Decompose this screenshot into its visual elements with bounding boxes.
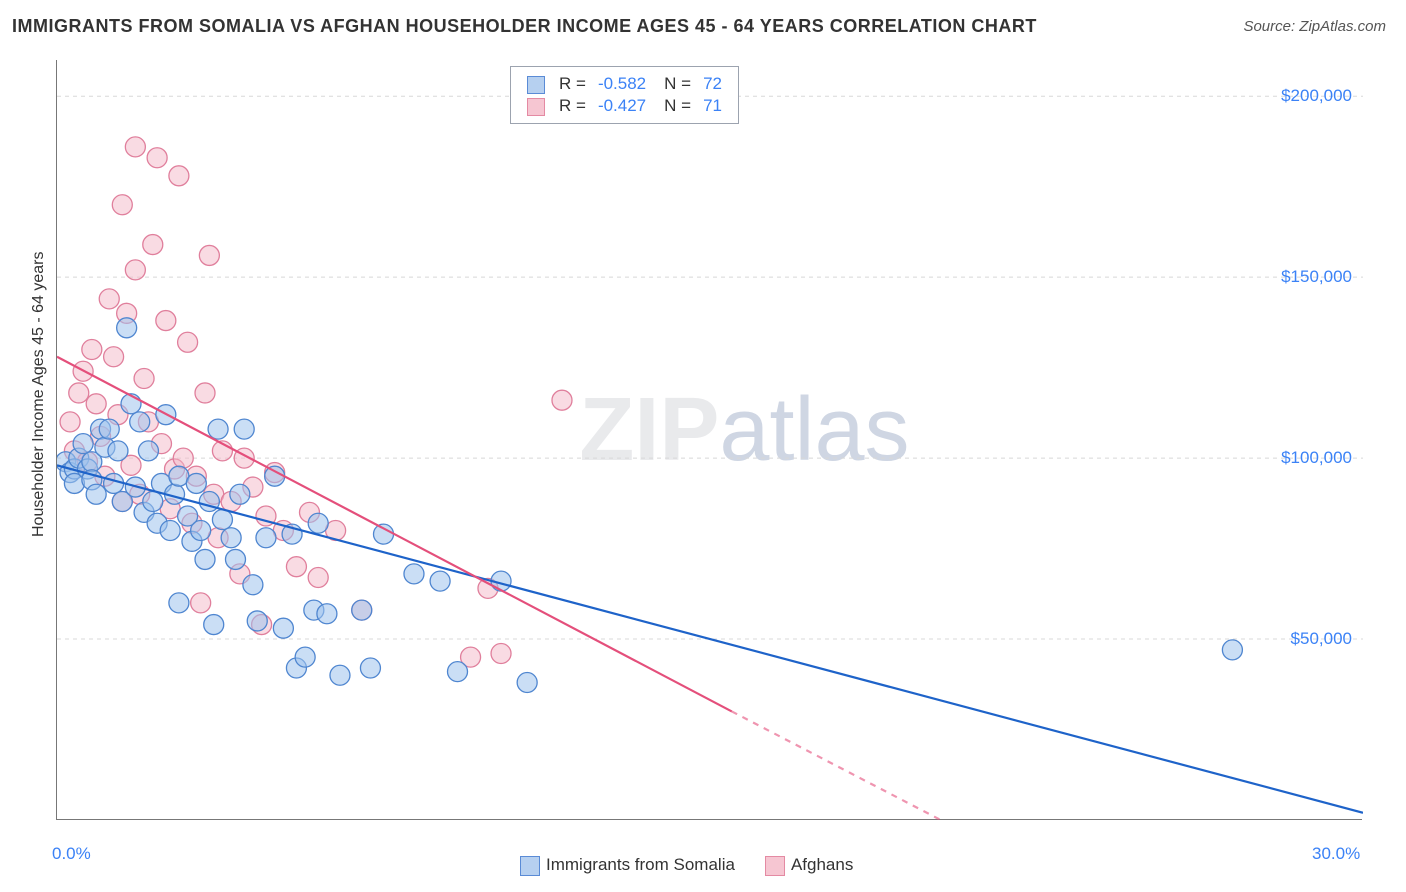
r-label: R = — [553, 95, 592, 117]
somalia-point — [225, 549, 245, 569]
somalia-point — [104, 473, 124, 493]
afghans-point — [104, 347, 124, 367]
legend-swatch — [520, 856, 540, 876]
somalia-point — [191, 520, 211, 540]
afghans-point — [112, 195, 132, 215]
somalia-point — [517, 672, 537, 692]
chart-title-text: IMMIGRANTS FROM SOMALIA VS AFGHAN HOUSEH… — [12, 16, 1037, 36]
somalia-point — [108, 441, 128, 461]
legend-row: R =-0.582N =72 — [521, 73, 728, 95]
somalia-point — [208, 419, 228, 439]
chart-title: IMMIGRANTS FROM SOMALIA VS AFGHAN HOUSEH… — [12, 16, 1037, 37]
series-legend: Immigrants from Somalia Afghans — [520, 855, 853, 876]
afghans-point — [125, 137, 145, 157]
somalia-point — [186, 473, 206, 493]
y-tick-label: $100,000 — [1272, 448, 1352, 468]
afghans-point — [286, 557, 306, 577]
somalia-point — [143, 492, 163, 512]
afghans-point — [156, 311, 176, 331]
correlation-legend: R =-0.582N =72R =-0.427N =71 — [510, 66, 739, 124]
somalia-point — [448, 662, 468, 682]
afghans-point — [552, 390, 572, 410]
afghans-point — [178, 332, 198, 352]
somalia-point — [221, 528, 241, 548]
somalia-point — [430, 571, 450, 591]
x-max-label: 30.0% — [1312, 844, 1360, 864]
somalia-point — [138, 441, 158, 461]
afghans-point — [191, 593, 211, 613]
legend-row: R =-0.427N =71 — [521, 95, 728, 117]
correlation-table: R =-0.582N =72R =-0.427N =71 — [521, 73, 728, 117]
somalia-point — [117, 318, 137, 338]
legend-swatch — [765, 856, 785, 876]
somalia-point — [256, 528, 276, 548]
somalia-point — [160, 520, 180, 540]
y-tick-label: $50,000 — [1272, 629, 1352, 649]
somalia-point — [308, 513, 328, 533]
y-axis-label-text: Householder Income Ages 45 - 64 years — [30, 252, 47, 538]
chart-svg — [57, 60, 1363, 820]
y-tick-label: $200,000 — [1272, 86, 1352, 106]
somalia-point — [212, 510, 232, 530]
somalia-point — [374, 524, 394, 544]
n-value: 71 — [697, 95, 728, 117]
r-label: R = — [553, 73, 592, 95]
somalia-point — [404, 564, 424, 584]
y-tick-label: $150,000 — [1272, 267, 1352, 287]
somalia-point — [230, 484, 250, 504]
afghans-point — [134, 368, 154, 388]
afghans-point — [147, 148, 167, 168]
legend-label: Afghans — [791, 855, 853, 874]
afghans-point — [82, 340, 102, 360]
somalia-point — [130, 412, 150, 432]
afghans-point — [308, 568, 328, 588]
legend-label: Immigrants from Somalia — [546, 855, 735, 874]
afghans-trendline — [57, 357, 732, 712]
x-min-label: 0.0% — [52, 844, 91, 864]
afghans-point — [169, 166, 189, 186]
somalia-point — [247, 611, 267, 631]
somalia-point — [265, 466, 285, 486]
r-value: -0.582 — [592, 73, 652, 95]
afghans-point — [60, 412, 80, 432]
afghans-point — [69, 383, 89, 403]
legend-swatch — [527, 76, 545, 94]
source-label: Source: ZipAtlas.com — [1243, 18, 1386, 35]
afghans-point — [99, 289, 119, 309]
plot-area: ZIPatlas — [56, 60, 1362, 820]
somalia-point — [234, 419, 254, 439]
afghans-point — [173, 448, 193, 468]
n-value: 72 — [697, 73, 728, 95]
somalia-point — [330, 665, 350, 685]
somalia-point — [73, 434, 93, 454]
somalia-point — [352, 600, 372, 620]
somalia-point — [360, 658, 380, 678]
afghans-point — [86, 394, 106, 414]
somalia-point — [204, 615, 224, 635]
somalia-point — [295, 647, 315, 667]
afghans-point — [125, 260, 145, 280]
somalia-point — [99, 419, 119, 439]
legend-swatch — [527, 98, 545, 116]
source-text: Source: ZipAtlas.com — [1243, 18, 1386, 35]
y-axis-label: Householder Income Ages 45 - 64 years — [30, 252, 48, 538]
n-label: N = — [652, 73, 697, 95]
n-label: N = — [652, 95, 697, 117]
r-value: -0.427 — [592, 95, 652, 117]
somalia-point — [1222, 640, 1242, 660]
somalia-point — [169, 593, 189, 613]
afghans-point — [491, 644, 511, 664]
afghans-point — [143, 235, 163, 255]
somalia-point — [243, 575, 263, 595]
somalia-point — [273, 618, 293, 638]
somalia-point — [195, 549, 215, 569]
legend-item: Afghans — [765, 855, 853, 876]
legend-item: Immigrants from Somalia — [520, 855, 735, 876]
somalia-point — [86, 484, 106, 504]
afghans-trendline-extrapolated — [732, 711, 941, 820]
afghans-point — [195, 383, 215, 403]
somalia-point — [317, 604, 337, 624]
afghans-point — [199, 245, 219, 265]
